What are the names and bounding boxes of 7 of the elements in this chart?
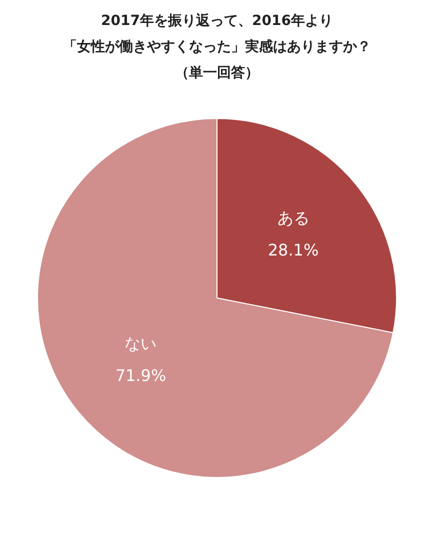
slice-label: ある xyxy=(277,208,310,228)
chart-title: 2017年を振り返って、2016年より xyxy=(100,12,334,31)
slice-label: ない xyxy=(124,334,157,353)
data-label: 28.1% xyxy=(268,240,319,260)
data-label: 71.9% xyxy=(115,366,166,385)
chart-subtitle: 「女性が働きやすくなった」実感はありますか？ xyxy=(62,38,372,57)
text: （単一回答） xyxy=(174,64,260,83)
